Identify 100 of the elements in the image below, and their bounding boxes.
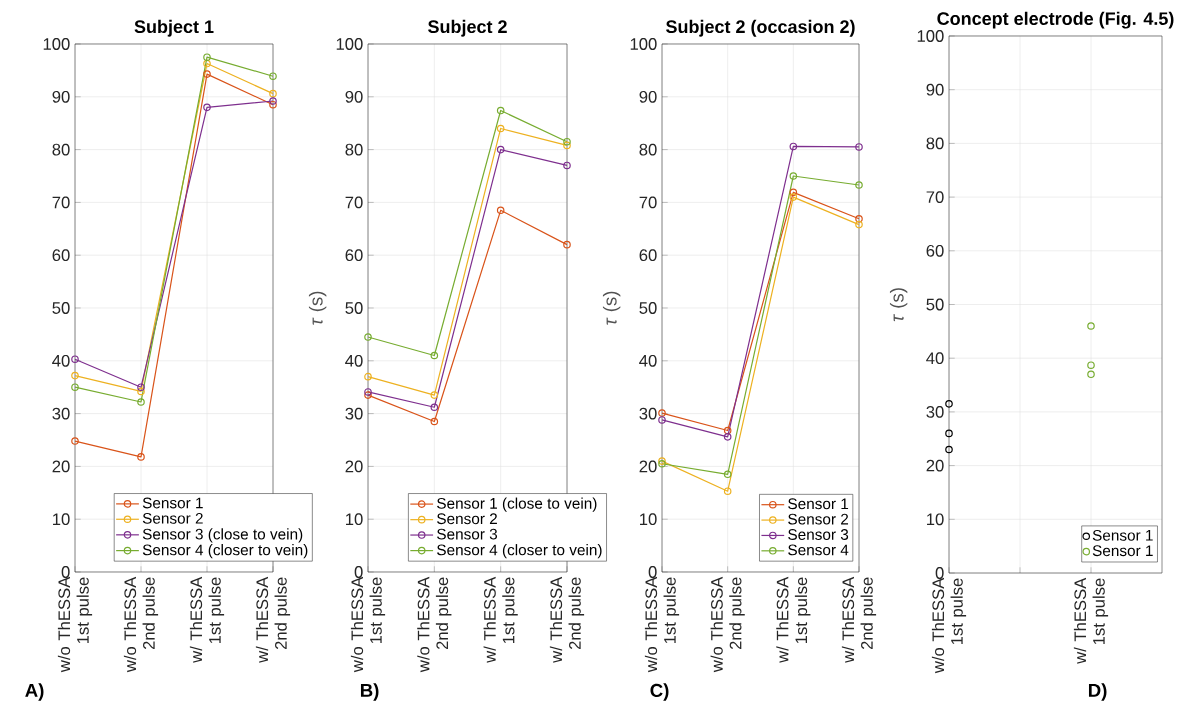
point [855,181,863,189]
y-tick-label: 80 [926,137,944,150]
legend-label: Sensor 1 (close to vein) [437,497,597,512]
point [430,351,439,360]
point [855,220,863,229]
x-tick-label: w/ ThESSA 2nd pulse [841,576,877,663]
x-tick-label: w/ ThESSA 2nd pulse [255,576,291,663]
point [71,371,79,380]
y-tick-label: 70 [639,196,657,209]
x-tick-label: w/ ThESSA 1st pulse [483,576,518,663]
chart-title: Subject 2 (occasion 2) [666,19,855,37]
text: B) [360,683,379,701]
y-tick-label: 30 [639,407,657,420]
point [137,387,145,396]
point [496,124,505,133]
y-tick-label: 40 [345,354,363,367]
y-tick-label: 90 [639,90,657,103]
y-tick-label: 60 [52,249,70,262]
y-tick-label: 100 [43,38,70,50]
y-tick-label: 50 [345,302,363,314]
y-tick-label: 0 [61,566,70,578]
legend-label: Sensor 1 [788,498,849,510]
x-tick-label: w/ ThESSA 1st pulse [776,576,811,663]
legend-label: Sensor 1 [142,497,203,509]
x-tick-label: w/ ThESSA 1st pulse [189,576,225,663]
x-tick-label: w/o ThESSA 1st pulse [350,576,386,673]
point [563,137,571,146]
y-tick-label: 80 [639,143,657,156]
point [137,383,145,391]
y-tick-label: 90 [345,90,363,103]
y-tick-label: 50 [639,302,657,314]
legend-label: Sensor 4 (closer to vein) [437,544,602,559]
point [496,145,505,154]
text: A) [25,683,44,701]
point [855,143,863,151]
y-tick-label: 80 [345,143,363,156]
y-tick-label: 60 [926,244,944,257]
x-tick-label: w/ ThESSA 1st pulse [1073,577,1109,664]
point [723,487,732,496]
chart-title: Concept electrode (Fig. 4.5) [937,11,1174,29]
point [203,53,211,61]
text: D) [1088,683,1107,701]
point [203,59,211,68]
y-tick-label: 10 [346,513,363,526]
y-tick-label: 100 [630,38,657,50]
point [723,470,732,479]
y-tick-label: 30 [926,406,944,418]
point [496,106,505,115]
x-tick-label: w/o ThESSA 1st pulse [931,577,967,674]
point [723,433,732,441]
legend-label: Sensor 3 (close to vein) [142,528,303,543]
point [789,193,798,201]
chart-title: Subject 2 [428,19,507,37]
y-tick-label: 70 [345,196,363,209]
y-tick-label: 10 [53,513,70,526]
x-tick-label: w/ ThESSA 2nd pulse [549,576,585,663]
legend-label: Sensor 4 [788,544,849,556]
point [789,172,798,180]
point [430,391,439,399]
point [137,453,145,461]
point [789,188,798,197]
legend-label: Sensor 3 [788,529,849,540]
y-axis-title: τ (s) [602,291,621,325]
legend-label: Sensor 2 [788,513,849,525]
point [137,398,145,406]
point [430,417,439,426]
point [563,240,571,249]
point [723,426,732,435]
x-tick-label: w/o ThESSA 2nd pulse [417,576,452,673]
legend-label: Sensor 1 [1092,529,1153,541]
y-tick-label: 70 [52,196,70,209]
point [71,355,79,364]
x-tick-label: w/o ThESSA 1st pulse [644,576,680,673]
y-tick-label: 50 [52,302,70,314]
x-tick-label: w/o ThESSA 1st pulse [57,576,93,673]
point [203,103,211,112]
legend-label: Sensor 2 [437,513,497,525]
y-tick-label: 30 [52,407,70,420]
y-tick-label: 0 [354,566,363,578]
y-tick-label: 10 [927,513,944,526]
y-tick-label: 40 [926,352,944,365]
y-axis-title: τ (s) [889,288,908,322]
y-tick-label: 100 [336,38,363,50]
y-tick-label: 80 [52,143,70,156]
x-tick-label: w/o ThESSA 2nd pulse [710,576,745,673]
point [71,383,79,391]
point [658,409,666,417]
y-tick-label: 0 [935,567,944,579]
point [496,206,505,215]
y-tick-label: 20 [926,459,944,472]
text: C) [650,683,669,701]
legend-label: Sensor 3 [437,528,498,540]
y-tick-label: 60 [639,249,657,262]
y-tick-label: 70 [926,191,944,203]
chart-title: Subject 1 [134,19,214,37]
x-tick-label: w/o ThESSA 2nd pulse [123,576,159,673]
y-tick-label: 30 [345,407,363,420]
legend-label: Sensor 2 [142,512,203,524]
point [789,142,798,151]
y-tick-label: 40 [639,354,657,367]
